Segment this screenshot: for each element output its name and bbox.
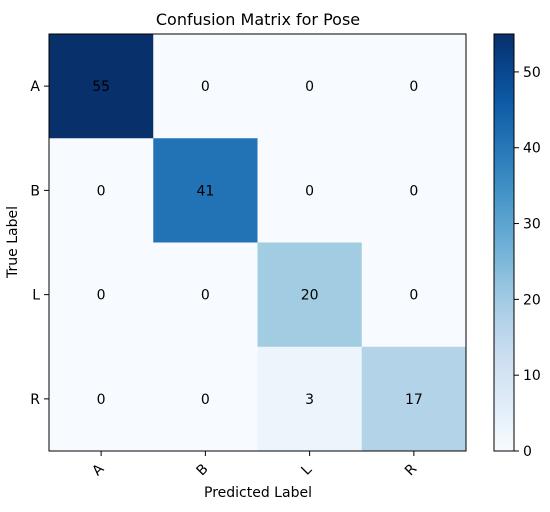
cell-value-label: 0 — [409, 183, 418, 199]
cell-value-label: 0 — [305, 183, 314, 199]
cell-value-label: 0 — [97, 288, 106, 304]
matrix-cell — [153, 34, 258, 139]
cell-value-label: 0 — [305, 79, 314, 95]
cell-value-label: 0 — [409, 288, 418, 304]
cell-value-label: 0 — [201, 79, 210, 95]
y-tick-label: A — [30, 79, 40, 95]
x-tick-label: L — [298, 462, 315, 479]
plot-frame — [48, 33, 467, 452]
y-tick-label: R — [30, 392, 40, 408]
colorbar — [493, 33, 515, 452]
matrix-cell — [361, 138, 467, 243]
matrix-cell — [153, 346, 258, 452]
matrix-cell — [257, 242, 363, 348]
x-tick-label: B — [193, 461, 211, 479]
colorbar-tick-label: 40 — [523, 141, 541, 157]
cell-value-label: 55 — [92, 79, 110, 95]
matrix-cell — [153, 138, 258, 243]
cell-value-label: 0 — [97, 183, 106, 199]
colorbar-ticks: 0 10 20 30 40 50 — [514, 65, 541, 460]
matrix-cell — [257, 34, 363, 139]
matrix-cell — [49, 346, 154, 452]
y-axis-ticks: A B L R — [30, 79, 49, 408]
matrix-cell — [49, 138, 154, 243]
colorbar-tick-label: 30 — [523, 217, 541, 233]
matrix-cell — [361, 346, 467, 452]
cell-value-label: 41 — [196, 183, 214, 199]
matrix-cell — [49, 242, 154, 348]
cell-value-label: 20 — [301, 288, 319, 304]
colorbar-tick-label: 50 — [523, 65, 541, 81]
matrix-cell — [361, 34, 467, 139]
y-axis-label: True Label — [5, 206, 21, 279]
x-tick-label: R — [402, 461, 420, 479]
matrix-cell — [257, 346, 363, 452]
colorbar-tick-label: 10 — [523, 368, 541, 384]
matrix-cell — [49, 34, 154, 139]
matrix-cell — [153, 242, 258, 348]
y-tick-label: B — [30, 183, 40, 199]
cell-value-label: 0 — [97, 392, 106, 408]
matrix-cell — [257, 138, 363, 243]
matrix-cells: 55 0 0 0 0 41 0 0 0 0 20 0 0 0 3 17 — [49, 34, 467, 452]
x-axis-label: Predicted Label — [204, 485, 312, 501]
x-tick-label: A — [89, 461, 107, 479]
cell-value-label: 17 — [405, 392, 423, 408]
y-tick-label: L — [32, 288, 40, 304]
cell-value-label: 0 — [201, 392, 210, 408]
chart-title: Confusion Matrix for Pose — [156, 10, 360, 29]
colorbar-tick-label: 20 — [523, 292, 541, 308]
matrix-cell — [361, 242, 467, 348]
cell-value-label: 0 — [409, 79, 418, 95]
colorbar-tick-label: 0 — [523, 444, 532, 460]
cell-value-label: 0 — [201, 288, 210, 304]
cell-value-label: 3 — [305, 392, 314, 408]
